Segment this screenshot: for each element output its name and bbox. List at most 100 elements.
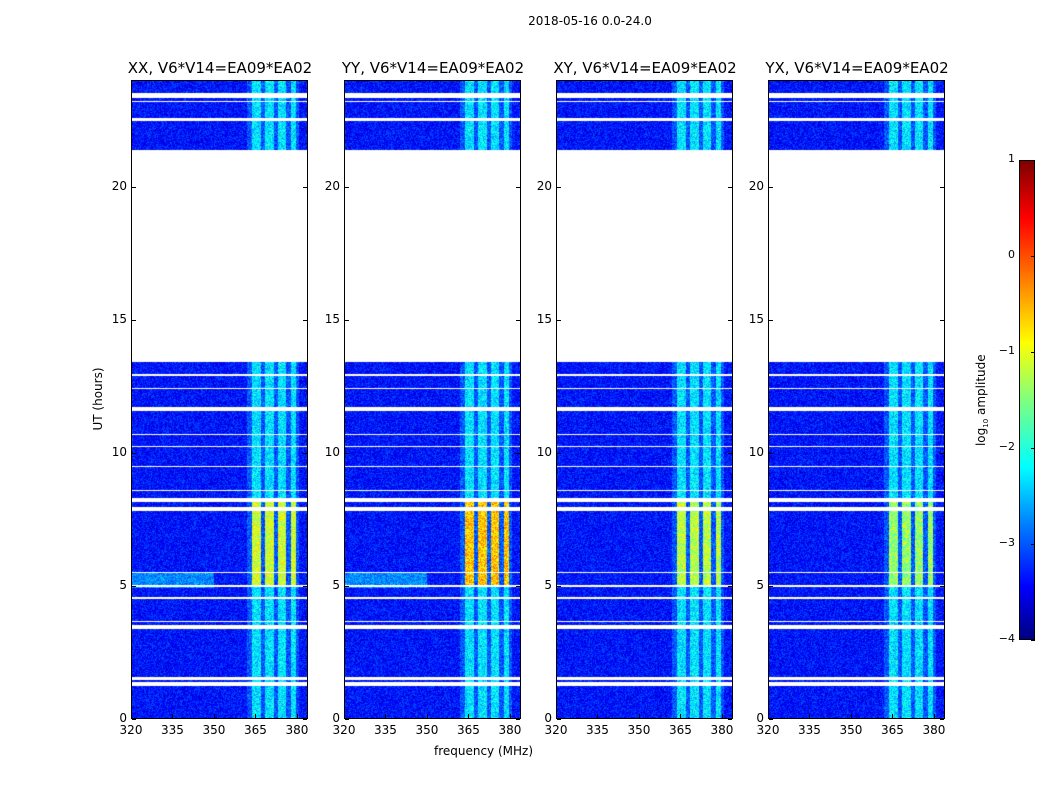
x-tick-mark [172,714,174,718]
y-tick-label: 0 [544,711,552,725]
y-tick-mark [303,585,307,587]
spectrogram-image [345,81,520,718]
y-tick-mark [728,452,732,454]
y-tick-mark [557,585,561,587]
y-tick-mark [516,319,520,321]
y-tick-mark [132,585,136,587]
y-tick-label: 20 [748,178,764,193]
x-tick-label: 350 [415,723,439,737]
x-tick-mark [680,714,682,718]
x-tick-mark [809,714,811,718]
y-tick-mark [132,319,136,321]
colorbar-tick-mark [1031,544,1035,545]
y-tick-label: 20 [324,178,340,193]
y-tick-mark [728,186,732,188]
y-tick-mark [345,585,349,587]
colorbar-tick-label: −3 [998,536,1015,549]
x-tick-label: 320 [332,723,356,737]
y-tick-label: 5 [544,577,552,592]
y-tick-mark [345,719,349,720]
x-tick-mark [131,714,132,718]
x-tick-mark [509,714,511,718]
y-tick-label: 5 [756,577,764,592]
y-tick-mark [940,719,944,720]
y-tick-mark [303,719,307,720]
y-tick-mark [516,452,520,454]
y-tick-label: 20 [536,178,552,193]
y-tick-mark [769,186,773,188]
panel-title: XY, V6*V14=EA09*EA02 [553,59,737,77]
figure-title: 2018-05-16 0.0-24.0 [528,14,652,28]
x-tick-label: 350 [202,723,226,737]
colorbar-tick-label: −1 [998,344,1015,357]
y-tick-mark [940,585,944,587]
y-axis-label: UT (hours) [91,367,105,431]
x-tick-mark [556,714,557,718]
y-tick-mark [769,585,773,587]
y-tick-mark [345,186,349,188]
y-tick-mark [557,719,561,720]
x-tick-label: 335 [161,723,184,737]
x-tick-label: 365 [669,723,692,737]
colorbar-tick-mark [1031,160,1035,161]
y-tick-label: 20 [111,178,127,193]
x-tick-label: 380 [498,723,522,737]
y-tick-mark [940,452,944,454]
x-tick-label: 350 [627,723,651,737]
y-tick-mark [516,719,520,720]
y-tick-label: 15 [324,311,340,326]
y-tick-label: 15 [111,311,127,326]
panel-title: YX, V6*V14=EA09*EA02 [765,59,949,77]
y-tick-mark [516,186,520,188]
y-tick-label: 10 [324,444,340,459]
y-tick-label: 10 [748,444,764,459]
x-tick-label: 380 [285,723,309,737]
x-tick-label: 380 [922,723,946,737]
y-tick-label: 0 [119,711,127,725]
y-tick-mark [557,452,561,454]
x-tick-mark [597,714,599,718]
y-tick-mark [769,452,773,454]
y-tick-mark [516,585,520,587]
x-tick-label: 320 [119,723,143,737]
y-tick-label: 0 [756,711,764,725]
x-tick-mark [468,714,470,718]
y-tick-mark [769,719,773,720]
x-tick-label: 365 [244,723,267,737]
y-tick-mark [557,186,561,188]
y-tick-mark [132,452,136,454]
x-tick-mark [850,714,852,718]
x-tick-mark [768,714,769,718]
y-tick-label: 10 [111,444,127,459]
y-tick-label: 0 [332,711,340,725]
y-tick-mark [728,585,732,587]
colorbar-tick-mark [1031,256,1035,257]
colorbar-tick-label: −2 [998,440,1015,453]
y-tick-label: 5 [332,577,340,592]
x-tick-mark [426,714,428,718]
x-tick-label: 350 [839,723,863,737]
y-tick-mark [940,319,944,321]
y-tick-mark [132,719,136,720]
y-tick-mark [769,319,773,321]
y-tick-mark [728,719,732,720]
x-tick-label: 320 [756,723,780,737]
panel-title: XX, V6*V14=EA09*EA02 [127,59,313,77]
spectrogram-panel [556,80,733,719]
spectrogram-panel [344,80,521,719]
x-tick-label: 335 [798,723,821,737]
x-tick-mark [933,714,935,718]
x-tick-label: 335 [586,723,609,737]
y-tick-mark [303,186,307,188]
x-tick-mark [721,714,723,718]
y-tick-mark [940,186,944,188]
x-tick-mark [638,714,640,718]
y-tick-mark [345,452,349,454]
colorbar [1019,160,1035,640]
colorbar-tick-mark [1031,352,1035,353]
x-axis-label: frequency (MHz) [433,744,534,758]
spectrogram-panel [768,80,945,719]
colorbar-tick-mark [1031,640,1035,641]
y-tick-label: 15 [536,311,552,326]
